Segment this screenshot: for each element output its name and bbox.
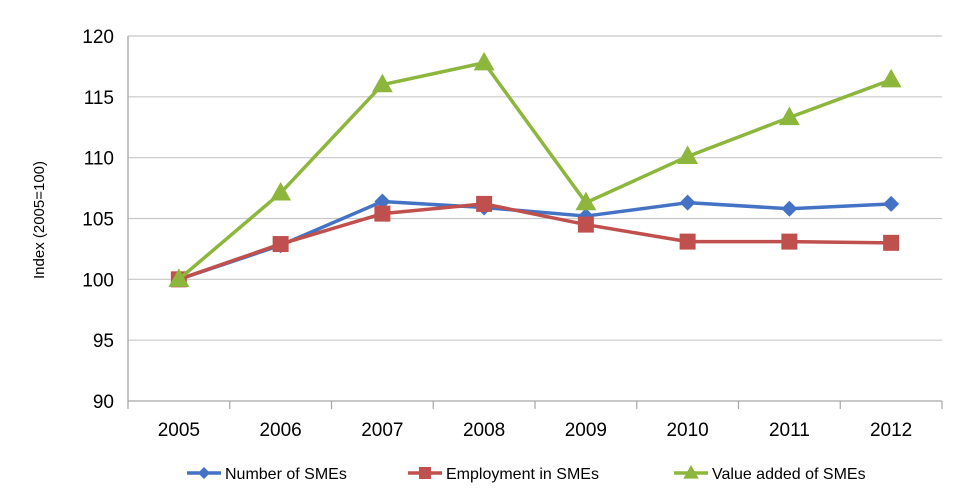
data-point-marker	[577, 216, 594, 233]
data-point-marker	[781, 233, 798, 250]
data-point-marker	[270, 182, 292, 201]
data-point-marker	[374, 205, 391, 222]
legend-item: Employment in SMEs	[408, 466, 599, 483]
series-group	[168, 51, 902, 288]
data-point-marker	[198, 467, 210, 479]
legend: Number of SMEs Employment in SMEs Value ad…	[187, 464, 866, 483]
data-point-marker	[476, 195, 493, 212]
y-tick-label: 115	[84, 88, 114, 109]
y-tick-label: 120	[82, 27, 114, 48]
data-point-marker	[677, 145, 699, 165]
y-tick-label: 90	[93, 392, 114, 413]
data-point-marker	[778, 106, 800, 126]
y-tick-label: 100	[82, 270, 114, 291]
x-tick-label: 2009	[565, 420, 607, 441]
data-point-marker	[883, 234, 900, 251]
axes	[127, 36, 943, 409]
data-point-marker	[374, 193, 391, 210]
data-point-marker	[419, 467, 431, 479]
legend-item: Number of SMEs	[187, 466, 347, 483]
series-value-added-of-smes	[168, 51, 902, 287]
data-point-marker	[683, 464, 699, 479]
y-tick-label: 110	[84, 149, 114, 170]
tick-labels: 90 95 100 105 110 115 120 2005 2006 2007 2008 2009 2…	[82, 27, 912, 441]
x-tick-label: 2012	[870, 420, 912, 441]
x-tick-label: 2011	[769, 420, 810, 441]
data-point-marker	[168, 268, 190, 287]
x-tick-label: 2006	[259, 420, 301, 441]
x-tick-label: 2008	[463, 420, 505, 441]
x-tick-label: 2007	[361, 420, 403, 441]
data-point-marker	[679, 194, 696, 211]
series-line	[177, 61, 892, 281]
series-line	[178, 202, 892, 281]
data-point-marker	[272, 236, 289, 253]
x-tick-label: 2005	[158, 420, 200, 441]
legend-label: Value added of SMEs	[712, 466, 866, 483]
data-point-marker	[781, 200, 798, 217]
data-point-marker	[880, 68, 902, 88]
data-point-marker	[883, 195, 900, 212]
data-point-marker	[371, 73, 393, 93]
legend-label: Number of SMEs	[225, 466, 347, 483]
y-tick-label: 95	[93, 331, 114, 352]
y-tick-label: 105	[82, 210, 114, 231]
data-point-marker	[679, 233, 696, 250]
legend-item: Value added of SMEs	[674, 464, 866, 483]
x-tick-label: 2010	[666, 420, 708, 441]
data-point-marker	[473, 51, 495, 71]
legend-label: Employment in SMEs	[446, 466, 599, 483]
grid-lines	[128, 35, 942, 341]
data-point-marker	[575, 191, 597, 211]
y-axis-label: Index (2005=100)	[31, 161, 48, 279]
